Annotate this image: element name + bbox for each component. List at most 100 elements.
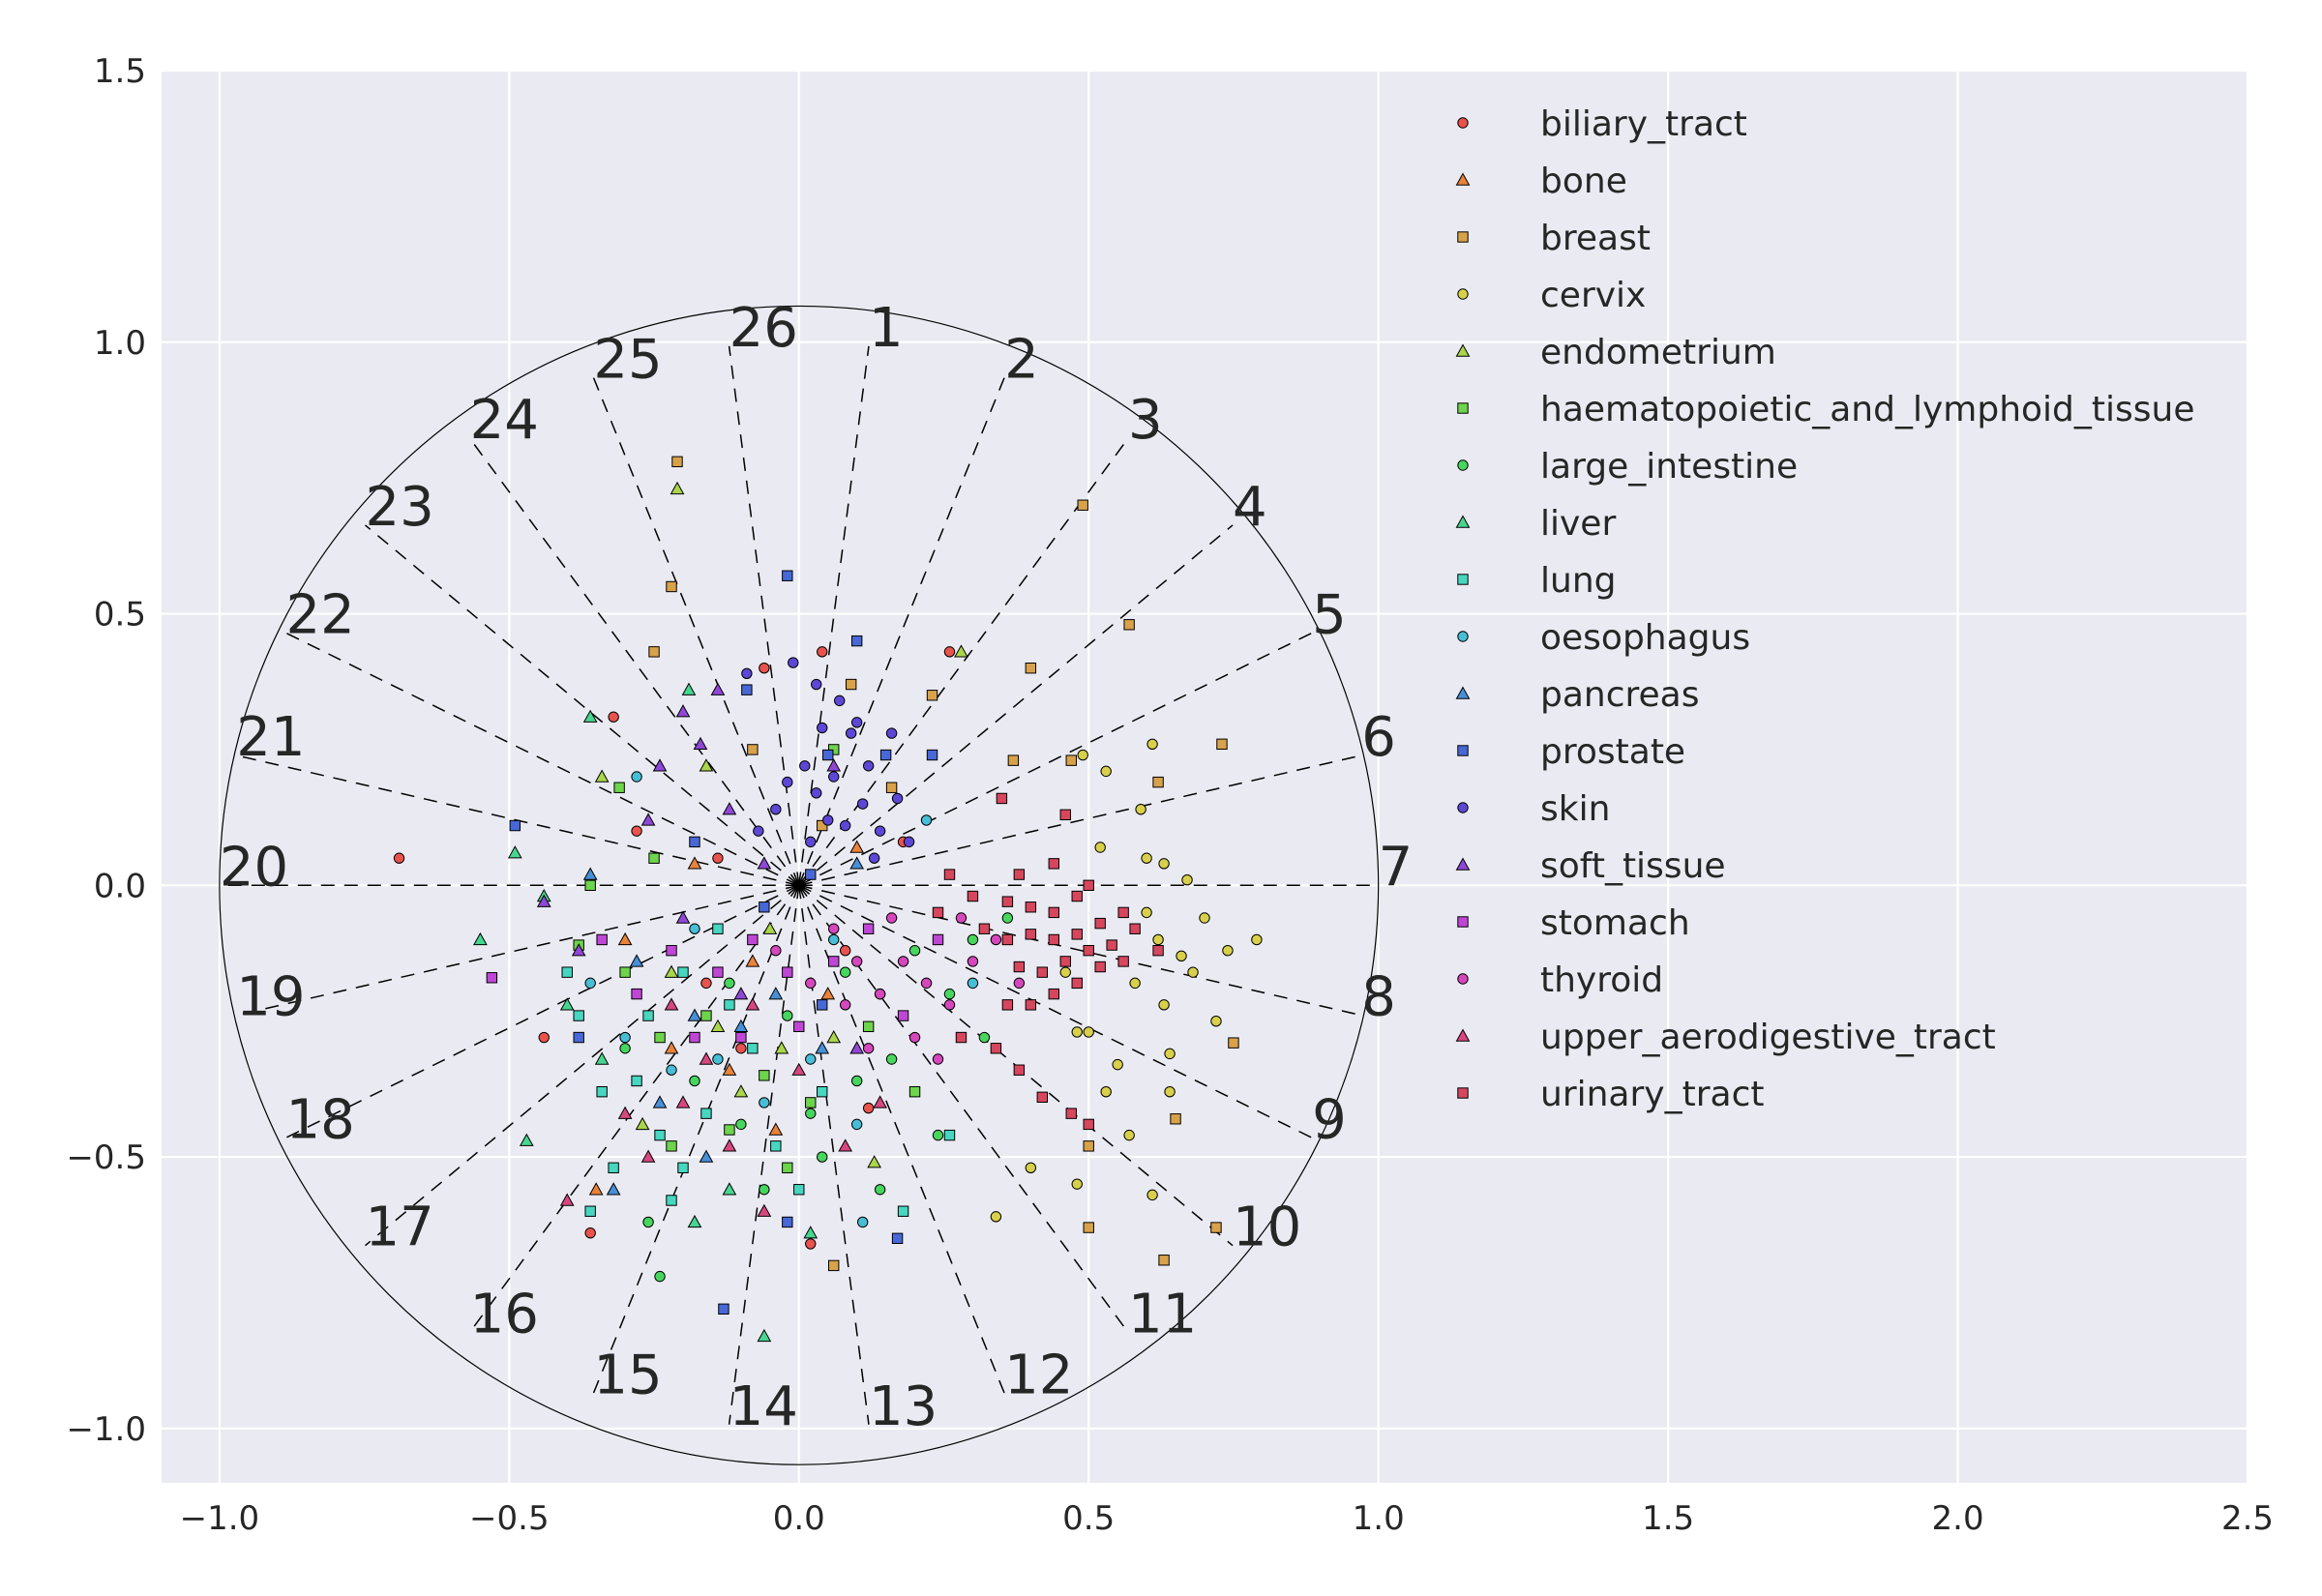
x-tick-label: 1.5 <box>1642 1499 1694 1538</box>
data-point-haematopoietic_and_lymphoid_tissue <box>613 782 625 793</box>
data-point-breast <box>1025 662 1037 674</box>
data-point-thyroid <box>932 1053 944 1065</box>
data-point-endometrium <box>670 481 685 495</box>
data-point-large_intestine <box>839 966 851 978</box>
data-point-lung <box>747 1043 759 1054</box>
legend-marker <box>1457 631 1469 642</box>
data-point-lung <box>596 1085 608 1098</box>
data-point-skin <box>845 727 857 739</box>
legend-label: lung <box>1540 561 1617 601</box>
data-point-endometrium <box>699 758 714 772</box>
anchor-label: 10 <box>1233 1197 1301 1259</box>
data-point-pancreas <box>606 1182 621 1196</box>
data-point-pancreas <box>687 1008 702 1021</box>
legend-label: pancreas <box>1540 675 1700 715</box>
data-point-upper_aerodigestive_tract <box>838 1138 853 1152</box>
data-point-stomach <box>828 956 840 967</box>
data-point-stomach <box>862 923 875 934</box>
data-point-large_intestine <box>1001 912 1014 924</box>
data-point-skin <box>753 825 764 837</box>
data-point-soft_tissue <box>722 802 737 815</box>
data-point-urinary_tract <box>1083 879 1094 892</box>
data-point-endometrium <box>710 1019 726 1033</box>
data-point-biliary_tract <box>700 977 712 990</box>
data-point-urinary_tract <box>1013 961 1026 973</box>
data-point-urinary_tract <box>955 1031 968 1044</box>
data-point-bone <box>722 1062 737 1076</box>
anchor-spoke <box>798 885 870 1425</box>
data-point-biliary_tract <box>608 711 619 723</box>
data-point-lung <box>817 1085 828 1098</box>
data-point-biliary_tract <box>538 1031 550 1044</box>
data-point-stomach <box>631 988 642 1000</box>
data-point-large_intestine <box>817 1151 828 1163</box>
data-point-endometrium <box>664 964 679 978</box>
data-point-haematopoietic_and_lymphoid_tissue <box>654 1031 666 1044</box>
legend-marker <box>1457 402 1469 414</box>
data-point-bone <box>768 1122 784 1136</box>
legend-label: haematopoietic_and_lymphoid_tissue <box>1540 390 2194 429</box>
anchor-label: 17 <box>366 1197 434 1259</box>
data-point-bone <box>664 1041 679 1054</box>
data-point-haematopoietic_and_lymphoid_tissue <box>724 1124 735 1136</box>
data-point-endometrium <box>594 769 610 783</box>
data-point-cervix <box>1146 1189 1158 1201</box>
radviz-frame <box>219 305 1380 1465</box>
data-point-oesophagus <box>856 1216 869 1228</box>
data-point-bone <box>588 1182 604 1196</box>
legend-label: cervix <box>1540 276 1646 315</box>
anchor-label: 4 <box>1233 476 1267 539</box>
data-point-breast <box>1083 1222 1094 1233</box>
anchor-label: 1 <box>869 297 904 360</box>
anchor-labels: 1 234567891011121314151617181920212223242… <box>220 297 1413 1438</box>
data-point-cervix <box>1222 944 1234 957</box>
legend-label: biliary_tract <box>1540 104 1747 144</box>
data-point-oesophagus <box>712 1053 724 1065</box>
data-point-soft_tissue <box>757 856 772 870</box>
data-point-prostate <box>741 684 753 695</box>
data-point-skin <box>839 819 851 832</box>
data-point-biliary_tract <box>712 852 724 864</box>
data-point-thyroid <box>943 999 956 1011</box>
data-point-cervix <box>1135 803 1146 815</box>
data-point-soft_tissue <box>640 813 656 826</box>
legend-label: large_intestine <box>1540 447 1798 487</box>
data-point-prostate <box>805 869 817 880</box>
data-point-liver <box>594 1051 610 1065</box>
data-point-cervix <box>1077 749 1088 761</box>
data-point-skin <box>822 814 834 826</box>
data-point-oesophagus <box>619 1031 631 1044</box>
data-point-biliary_tract <box>943 646 956 658</box>
anchor-spoke <box>728 885 800 1425</box>
legend-label: bone <box>1540 162 1627 201</box>
data-point-pancreas <box>849 856 865 870</box>
data-point-breast <box>1152 776 1164 788</box>
data-point-prostate <box>926 749 938 761</box>
data-point-skin <box>862 760 875 772</box>
data-point-urinary_tract <box>1065 1108 1077 1119</box>
data-point-prostate <box>573 1031 584 1044</box>
y-tick-label: 1.5 <box>94 52 146 91</box>
data-point-liver <box>519 1133 534 1146</box>
data-point-large_intestine <box>932 1129 944 1141</box>
data-point-breast <box>926 690 938 701</box>
anchor-label: 9 <box>1312 1088 1347 1151</box>
anchor-label: 20 <box>220 836 288 899</box>
data-point-breast <box>648 646 660 658</box>
data-point-prostate <box>822 749 834 761</box>
data-point-stomach <box>897 1010 909 1021</box>
data-point-large_intestine <box>759 1184 770 1196</box>
data-point-skin <box>828 771 840 783</box>
data-point-large_intestine <box>885 1053 898 1065</box>
data-point-lung <box>666 1195 677 1206</box>
x-tick-label: 0.0 <box>773 1499 825 1538</box>
data-point-oesophagus <box>631 771 642 783</box>
data-point-cervix <box>1100 1085 1112 1098</box>
data-point-lung <box>793 1184 805 1196</box>
data-point-soft_tissue <box>710 682 726 695</box>
anchor-label: 19 <box>236 966 305 1029</box>
anchor-label: 23 <box>366 476 434 539</box>
data-point-cervix <box>1181 873 1193 886</box>
data-point-urinary_tract <box>1152 944 1164 957</box>
